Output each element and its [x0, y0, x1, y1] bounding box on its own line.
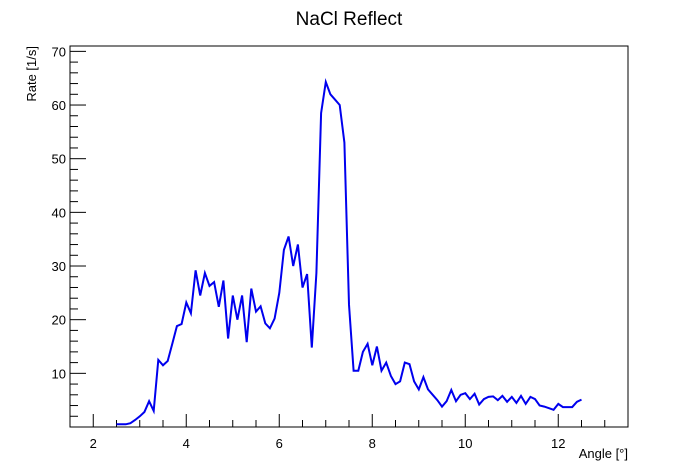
y-axis: 10 20 30 40 50 60 70	[52, 44, 86, 428]
plot-frame	[69, 45, 629, 428]
y-tick-label: 30	[52, 259, 66, 274]
y-tick-label: 20	[52, 313, 66, 328]
x-tick-label: 8	[369, 436, 376, 451]
series-line	[116, 78, 582, 426]
x-axis: 2 4 6 8 10 12	[69, 414, 629, 451]
chart-title: NaCl Reflect	[296, 9, 403, 30]
y-tick-label: 70	[52, 44, 66, 59]
y-tick-label: 60	[52, 98, 66, 113]
x-tick-label: 10	[458, 436, 472, 451]
x-axis-label: Angle [°]	[579, 446, 628, 461]
x-tick-label: 2	[90, 436, 97, 451]
y-tick-label: 40	[52, 205, 66, 220]
x-tick-label: 6	[276, 436, 283, 451]
y-tick-label: 50	[52, 152, 66, 167]
x-tick-label: 12	[551, 436, 565, 451]
x-tick-label: 4	[183, 436, 190, 451]
y-axis-label: Rate [1/s]	[24, 46, 39, 102]
y-tick-label: 10	[52, 366, 66, 381]
